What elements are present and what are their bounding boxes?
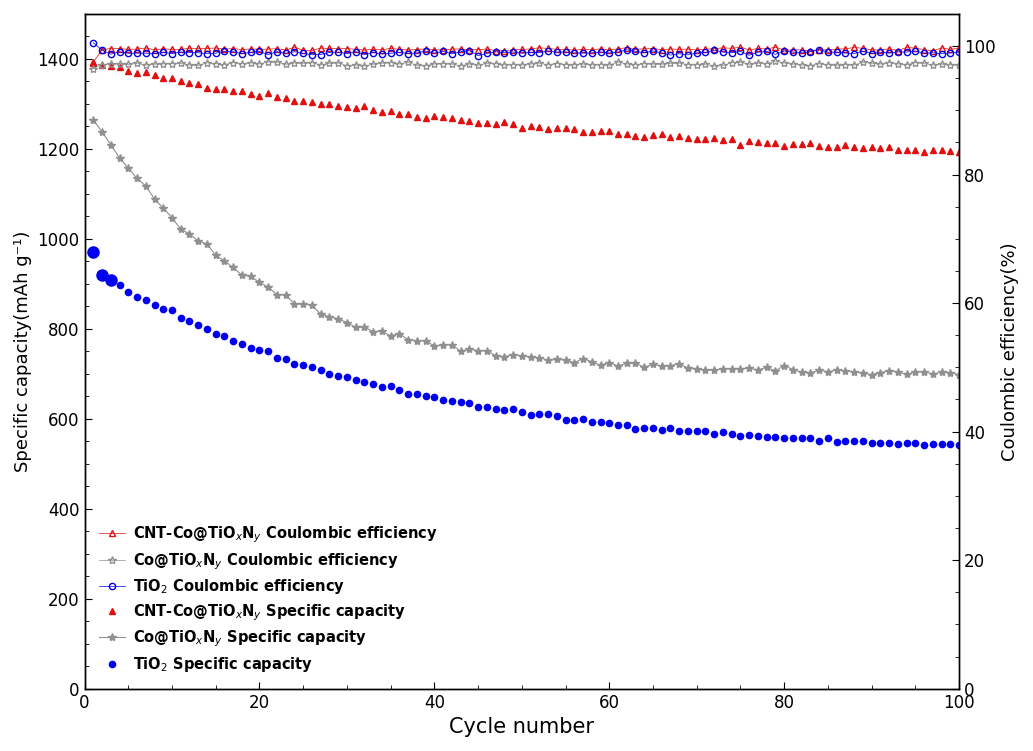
Co@TiO$_x$N$_y$ Coulombic efficiency xyxy=(603,61,616,70)
CNT-Co@TiO$_x$N$_y$ Specific capacity xyxy=(883,143,896,152)
Line: CNT-Co@TiO$_x$N$_y$ Coulombic efficiency: CNT-Co@TiO$_x$N$_y$ Coulombic efficiency xyxy=(90,44,962,65)
Co@TiO$_x$N$_y$ Coulombic efficiency xyxy=(288,59,301,68)
CNT-Co@TiO$_x$N$_y$ Coulombic efficiency xyxy=(253,45,265,54)
CNT-Co@TiO$_x$N$_y$ Coulombic efficiency xyxy=(603,46,616,55)
Co@TiO$_x$N$_y$ Coulombic efficiency xyxy=(952,61,965,70)
Co@TiO$_x$N$_y$ Coulombic efficiency xyxy=(918,59,931,68)
Co@TiO$_x$N$_y$ Specific capacity xyxy=(253,278,265,287)
Co@TiO$_x$N$_y$ Specific capacity xyxy=(952,370,965,379)
CNT-Co@TiO$_x$N$_y$ Coulombic efficiency xyxy=(952,44,965,53)
TiO$_2$ Coulombic efficiency xyxy=(472,51,484,60)
TiO$_2$ Coulombic efficiency xyxy=(891,47,904,56)
CNT-Co@TiO$_x$N$_y$ Coulombic efficiency xyxy=(891,46,904,55)
TiO$_2$ Coulombic efficiency xyxy=(952,47,965,56)
TiO$_2$ Specific capacity xyxy=(253,346,265,355)
X-axis label: Cycle number: Cycle number xyxy=(449,717,594,737)
TiO$_2$ Specific capacity xyxy=(87,248,99,257)
CNT-Co@TiO$_x$N$_y$ Coulombic efficiency xyxy=(87,58,99,67)
Co@TiO$_x$N$_y$ Coulombic efficiency xyxy=(891,59,904,68)
CNT-Co@TiO$_x$N$_y$ Coulombic efficiency xyxy=(770,43,782,52)
Legend: CNT-Co@TiO$_x$N$_y$ Coulombic efficiency, Co@TiO$_x$N$_y$ Coulombic efficiency, : CNT-Co@TiO$_x$N$_y$ Coulombic efficiency… xyxy=(92,517,445,681)
CNT-Co@TiO$_x$N$_y$ Coulombic efficiency xyxy=(288,43,301,52)
Line: TiO$_2$ Coulombic efficiency: TiO$_2$ Coulombic efficiency xyxy=(90,40,962,59)
Line: Co@TiO$_x$N$_y$ Coulombic efficiency: Co@TiO$_x$N$_y$ Coulombic efficiency xyxy=(89,57,963,73)
CNT-Co@TiO$_x$N$_y$ Coulombic efficiency xyxy=(533,44,545,53)
TiO$_2$ Coulombic efficiency xyxy=(612,47,624,56)
Line: Co@TiO$_x$N$_y$ Specific capacity: Co@TiO$_x$N$_y$ Specific capacity xyxy=(89,116,963,379)
TiO$_2$ Specific capacity xyxy=(909,439,921,448)
Co@TiO$_x$N$_y$ Specific capacity xyxy=(288,300,301,309)
Co@TiO$_x$N$_y$ Coulombic efficiency xyxy=(770,56,782,65)
Line: CNT-Co@TiO$_x$N$_y$ Specific capacity: CNT-Co@TiO$_x$N$_y$ Specific capacity xyxy=(90,59,962,155)
TiO$_2$ Specific capacity xyxy=(533,409,545,418)
Line: TiO$_2$ Specific capacity: TiO$_2$ Specific capacity xyxy=(90,249,962,448)
TiO$_2$ Coulombic efficiency xyxy=(542,47,555,56)
TiO$_2$ Specific capacity xyxy=(952,440,965,449)
Co@TiO$_x$N$_y$ Coulombic efficiency xyxy=(253,59,265,68)
Co@TiO$_x$N$_y$ Specific capacity xyxy=(909,367,921,376)
Co@TiO$_x$N$_y$ Specific capacity xyxy=(533,353,545,362)
TiO$_2$ Coulombic efficiency xyxy=(918,49,931,58)
CNT-Co@TiO$_x$N$_y$ Specific capacity xyxy=(87,58,99,67)
TiO$_2$ Coulombic efficiency xyxy=(253,47,265,56)
Co@TiO$_x$N$_y$ Coulombic efficiency xyxy=(533,59,545,68)
CNT-Co@TiO$_x$N$_y$ Specific capacity xyxy=(918,147,931,156)
TiO$_2$ Specific capacity xyxy=(603,418,616,427)
TiO$_2$ Specific capacity xyxy=(883,439,896,448)
Co@TiO$_x$N$_y$ Specific capacity xyxy=(603,358,616,367)
Y-axis label: Specific capacity(mAh g⁻¹): Specific capacity(mAh g⁻¹) xyxy=(13,231,32,472)
CNT-Co@TiO$_x$N$_y$ Specific capacity xyxy=(288,97,301,106)
TiO$_2$ Coulombic efficiency xyxy=(87,38,99,47)
CNT-Co@TiO$_x$N$_y$ Specific capacity xyxy=(909,146,921,155)
TiO$_2$ Coulombic efficiency xyxy=(288,47,301,56)
CNT-Co@TiO$_x$N$_y$ Specific capacity xyxy=(952,147,965,156)
Co@TiO$_x$N$_y$ Specific capacity xyxy=(883,366,896,375)
Y-axis label: Coulombic efficiency(%): Coulombic efficiency(%) xyxy=(1001,242,1020,460)
CNT-Co@TiO$_x$N$_y$ Coulombic efficiency xyxy=(918,45,931,54)
CNT-Co@TiO$_x$N$_y$ Specific capacity xyxy=(533,123,545,132)
Co@TiO$_x$N$_y$ Coulombic efficiency xyxy=(87,64,99,73)
TiO$_2$ Specific capacity xyxy=(288,359,301,368)
Co@TiO$_x$N$_y$ Specific capacity xyxy=(87,116,99,125)
CNT-Co@TiO$_x$N$_y$ Specific capacity xyxy=(253,92,265,101)
CNT-Co@TiO$_x$N$_y$ Specific capacity xyxy=(603,127,616,136)
